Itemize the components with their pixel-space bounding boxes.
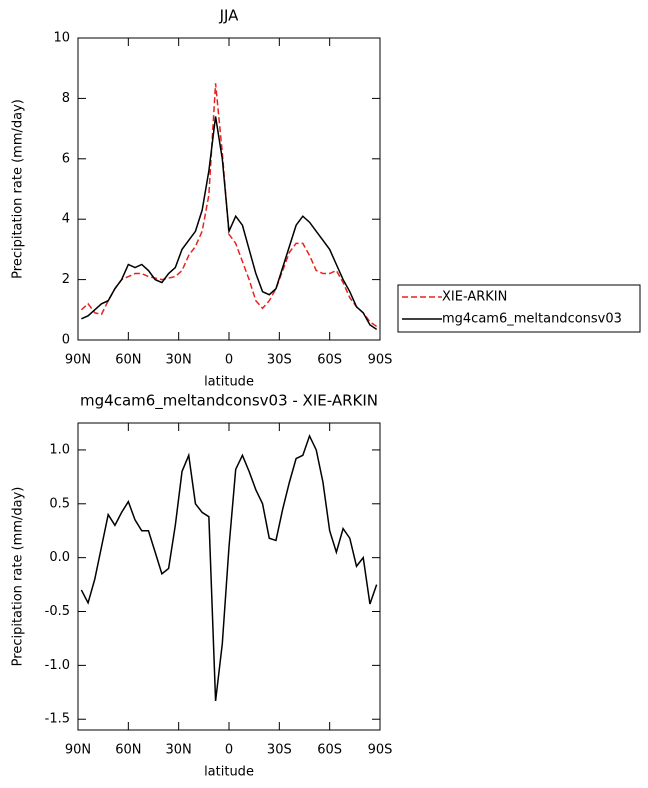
legend-label: XIE-ARKIN — [442, 290, 507, 305]
y-tick-label: 6 — [62, 151, 70, 166]
plot-frame — [77, 422, 381, 731]
legend-box — [397, 284, 641, 333]
y-tick-label: 4 — [62, 212, 70, 227]
x-tick-label: 60N — [115, 353, 141, 368]
chart-title: JJA — [219, 7, 240, 25]
y-tick-label: 0 — [62, 333, 70, 348]
y-tick-label: 0.0 — [49, 550, 70, 565]
x-tick-label: 0 — [225, 743, 233, 758]
x-tick-label: 30S — [267, 353, 292, 368]
y-tick-label: -0.5 — [45, 604, 70, 619]
x-tick-label: 30N — [166, 353, 192, 368]
y-axis-label: Precipitation rate (mm/day) — [11, 99, 26, 279]
x-tick-label: 90N — [65, 353, 91, 368]
x-tick-label: 0 — [225, 353, 233, 368]
x-tick-label: 90S — [368, 353, 393, 368]
x-tick-label: 90N — [65, 743, 91, 758]
data-line — [80, 433, 378, 702]
y-tick-label: 0.5 — [49, 496, 70, 511]
x-tick-label: 30S — [267, 743, 292, 758]
chart-title: mg4cam6_meltandconsv03 - XIE-ARKIN — [80, 392, 378, 411]
y-tick-label: 10 — [53, 31, 70, 46]
data-line — [80, 83, 378, 328]
x-tick-label: 90S — [368, 743, 393, 758]
x-tick-label: 60S — [317, 743, 342, 758]
x-axis-label: latitude — [204, 765, 254, 780]
x-tick-label: 60N — [115, 743, 141, 758]
x-tick-label: 30N — [166, 743, 192, 758]
y-tick-label: -1.0 — [45, 658, 70, 673]
plot-frame — [77, 37, 381, 341]
y-axis-label: Precipitation rate (mm/day) — [11, 487, 26, 667]
y-tick-label: -1.5 — [45, 712, 70, 727]
y-tick-label: 1.0 — [49, 442, 70, 457]
y-tick-label: 2 — [62, 272, 70, 287]
x-axis-label: latitude — [204, 375, 254, 390]
legend-label: mg4cam6_meltandconsv03 — [442, 312, 622, 327]
data-line — [81, 116, 378, 331]
y-tick-label: 8 — [62, 91, 70, 106]
x-tick-label: 60S — [317, 353, 342, 368]
